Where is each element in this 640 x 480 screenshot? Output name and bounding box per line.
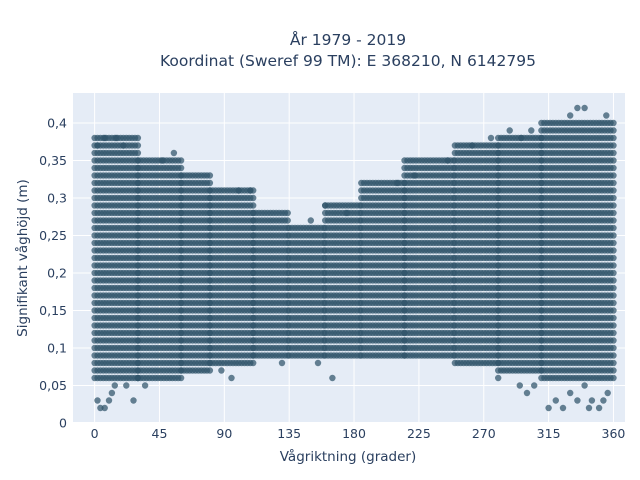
data-point	[284, 217, 291, 224]
data-point	[134, 149, 142, 157]
data-point	[250, 194, 257, 202]
data-point	[284, 209, 291, 217]
data-points	[91, 104, 617, 412]
chart-subtitle: Koordinat (Sweref 99 TM): E 368210, N 61…	[160, 52, 536, 70]
data-point	[250, 359, 257, 367]
data-point	[134, 134, 142, 142]
chart-title: År 1979 - 2019	[290, 30, 406, 49]
data-point	[177, 164, 185, 172]
data-point	[206, 172, 214, 179]
data-point	[177, 157, 185, 164]
data-point	[206, 367, 214, 374]
data-point	[206, 179, 214, 187]
data-point	[134, 142, 142, 149]
data-point	[177, 374, 185, 382]
data-point	[250, 202, 257, 209]
